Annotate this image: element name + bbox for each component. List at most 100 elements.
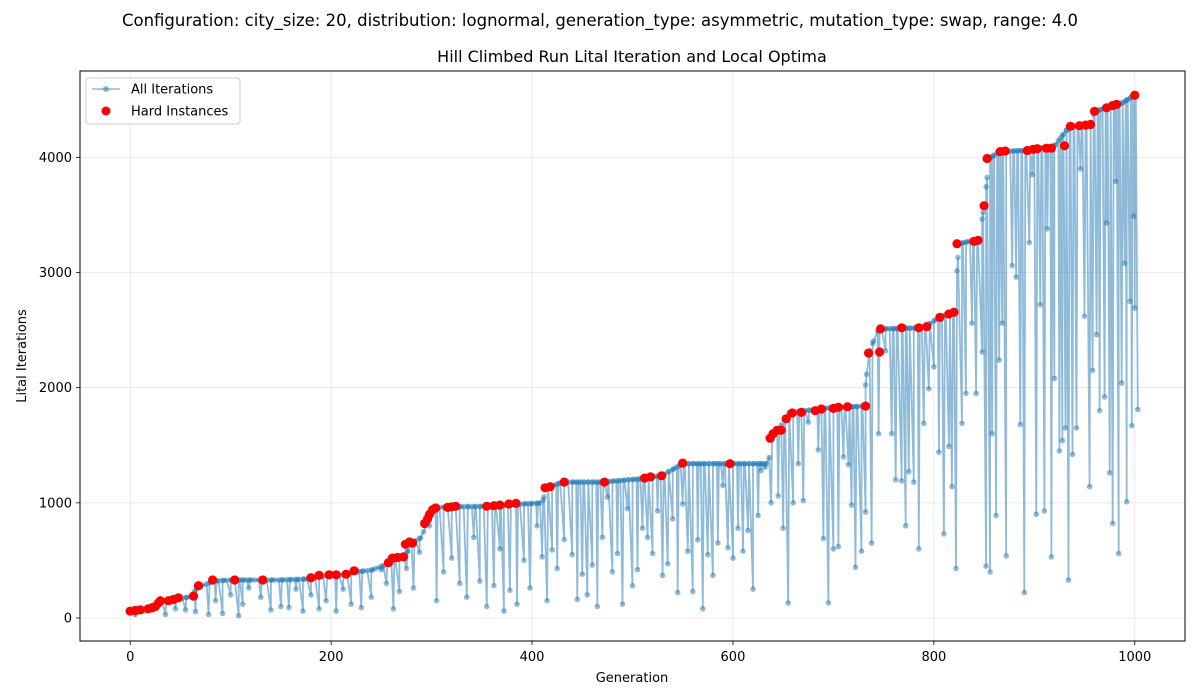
iteration-point: [574, 596, 581, 603]
legend-label-all-iterations: All Iterations: [131, 83, 213, 98]
legend-label-hard-instances: Hard Instances: [131, 105, 229, 120]
hard-instance-point: [979, 201, 989, 211]
iteration-point: [805, 419, 812, 426]
iteration-point: [980, 209, 986, 216]
hard-instance-point: [776, 425, 786, 435]
hard-instance-point: [135, 605, 145, 615]
legend-box: [85, 77, 241, 125]
iteration-point: [750, 586, 756, 592]
iteration-point: [1069, 451, 1076, 458]
legend-hard-marker: [101, 106, 111, 116]
iteration-point: [868, 540, 875, 546]
iteration-point: [1118, 380, 1125, 386]
iteration-point: [239, 601, 246, 607]
hard-instance-point: [349, 566, 359, 576]
iteration-point: [790, 500, 796, 506]
hard-instance-point: [864, 348, 874, 358]
hard-instance-point: [1000, 146, 1010, 156]
iteration-point: [1121, 260, 1128, 267]
iteration-point: [999, 320, 1005, 327]
x-tick-label: 600: [721, 650, 746, 665]
iteration-point: [561, 536, 567, 543]
iteration-point: [654, 508, 661, 514]
iteration-point: [882, 348, 889, 354]
iteration-point: [862, 509, 869, 515]
iteration-point: [268, 607, 274, 613]
iteration-point: [534, 523, 540, 529]
iteration-point: [464, 594, 470, 600]
iteration-point: [768, 500, 774, 506]
iteration-point: [758, 467, 764, 474]
figure-suptitle: Configuration: city_size: 20, distributi…: [121, 11, 1079, 30]
iteration-point: [669, 516, 676, 522]
iteration-point: [984, 174, 990, 181]
iteration-point: [1109, 520, 1116, 527]
iteration-point: [584, 592, 591, 598]
iteration-point: [815, 447, 822, 453]
iteration-point: [1062, 425, 1069, 431]
x-tick-label: 1000: [1118, 650, 1151, 665]
hard-instance-point: [922, 322, 932, 332]
iteration-point: [420, 529, 427, 535]
hard-instance-point: [482, 501, 492, 511]
iteration-point: [785, 600, 791, 606]
iteration-point: [162, 611, 169, 618]
iteration-point: [625, 477, 632, 483]
hard-instance-point: [657, 471, 667, 481]
iteration-point: [1129, 422, 1135, 429]
iteration-point: [1060, 131, 1067, 137]
iteration-point: [215, 577, 222, 584]
iteration-point: [1132, 305, 1138, 312]
hard-instance-point: [842, 402, 853, 412]
hard-instance-point: [559, 477, 569, 487]
iteration-point: [664, 561, 671, 567]
iteration-point: [219, 610, 226, 617]
x-tick-label: 400: [520, 650, 545, 665]
hard-instance-point: [398, 552, 409, 562]
iteration-point: [358, 604, 365, 611]
iteration-point: [300, 608, 306, 614]
iteration-point: [417, 535, 424, 541]
iteration-point: [316, 606, 322, 612]
iteration-point: [288, 576, 294, 583]
iteration-point: [892, 477, 899, 483]
hard-instance-point: [258, 575, 268, 585]
iteration-point: [926, 386, 932, 392]
hard-instance-point: [816, 404, 827, 414]
iteration-point: [258, 594, 264, 600]
iteration-point: [973, 390, 979, 397]
iteration-point: [979, 216, 985, 222]
plot-border: [79, 70, 1186, 642]
hard-instance-point: [511, 498, 521, 508]
hard-instance-point: [314, 570, 324, 581]
iteration-point: [911, 479, 917, 485]
hard-instance-point: [787, 408, 797, 418]
iteration-point: [1081, 313, 1088, 320]
x-tick-label: 0: [126, 650, 134, 665]
iteration-point: [403, 565, 410, 572]
hard-instance-point: [982, 153, 992, 164]
iteration-point: [745, 527, 751, 534]
iteration-point: [993, 512, 999, 519]
iteration-point: [514, 601, 520, 607]
iteration-point: [507, 587, 513, 594]
iteration-point: [989, 430, 995, 437]
iteration-point: [685, 548, 691, 554]
hard-instance-point: [914, 323, 924, 333]
iteration-point: [820, 535, 827, 542]
iteration-point: [969, 320, 975, 327]
iteration-point: [775, 493, 781, 499]
iteration-point: [702, 460, 708, 467]
hard-instance-point: [545, 482, 555, 492]
iteration-point: [205, 611, 212, 618]
iteration-point: [448, 555, 455, 561]
iteration-point: [433, 597, 440, 604]
iteration-point: [1026, 239, 1033, 246]
hard-instance-point: [678, 458, 688, 468]
iteration-point: [1115, 550, 1122, 557]
iteration-point: [1003, 553, 1009, 559]
iteration-point: [484, 603, 490, 610]
chart-title: Hill Climbed Run Lital Iteration and Loc…: [437, 47, 827, 66]
iteration-point: [581, 479, 588, 485]
iteration-point: [690, 588, 696, 595]
